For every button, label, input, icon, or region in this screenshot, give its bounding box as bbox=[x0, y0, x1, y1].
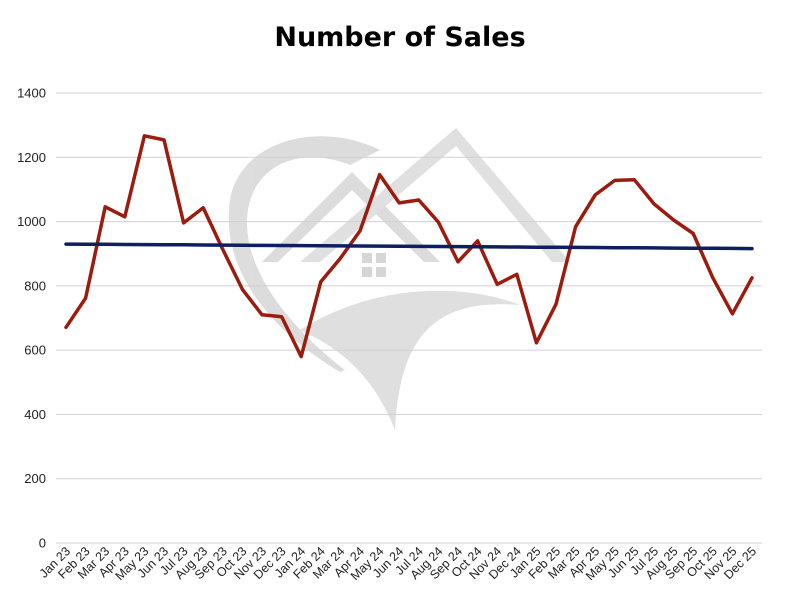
grid-lines bbox=[56, 92, 762, 544]
chart-title: Number of Sales bbox=[274, 22, 526, 53]
y-tick-label: 400 bbox=[24, 407, 46, 422]
y-tick-label: 0 bbox=[39, 536, 46, 551]
y-tick-label: 800 bbox=[24, 278, 46, 293]
y-tick-label: 1000 bbox=[17, 214, 46, 229]
y-tick-label: 1200 bbox=[17, 150, 46, 165]
y-axis-ticks: 0 200 400 600 800 1000 1200 1400 bbox=[17, 86, 46, 551]
y-tick-label: 200 bbox=[24, 471, 46, 486]
trendline-series-line bbox=[64, 242, 754, 251]
y-tick-label: 1400 bbox=[17, 86, 46, 101]
series-layer bbox=[64, 134, 754, 359]
sales-series-line bbox=[64, 134, 754, 359]
y-tick-label: 600 bbox=[24, 343, 46, 358]
